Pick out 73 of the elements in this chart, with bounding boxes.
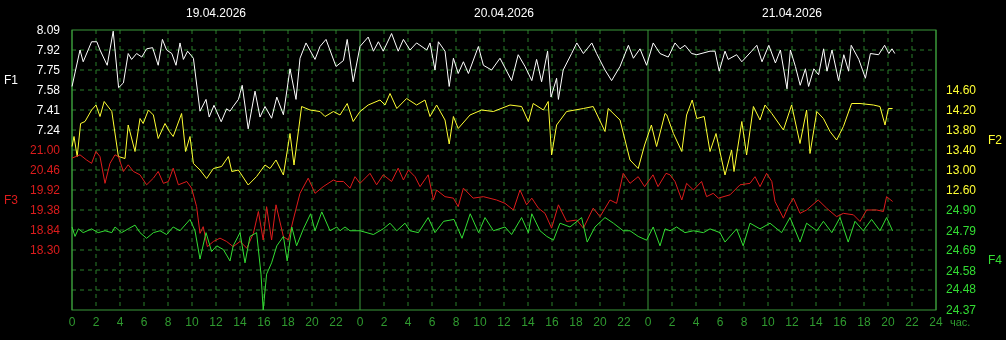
x-tick-label: 12 xyxy=(209,315,223,329)
y-tick-label: 19.38 xyxy=(29,203,61,218)
x-tick-label: 12 xyxy=(785,315,799,329)
y-tick-label: 19.92 xyxy=(29,183,61,198)
y-tick-label: 7.75 xyxy=(36,63,61,78)
y2-tick-label: 14.60 xyxy=(946,83,977,98)
x-tick-label: 4 xyxy=(692,315,700,329)
x-tick-label: 10 xyxy=(761,315,775,329)
x-tick-label: 16 xyxy=(257,315,271,329)
line-series xyxy=(71,93,894,186)
x-tick-label: 14 xyxy=(521,315,535,329)
y2-tick-label: 24.37 xyxy=(946,303,977,318)
y-tick-label: 20.46 xyxy=(29,163,61,178)
x-tick-label: 18 xyxy=(569,315,583,329)
y-tick-label: 7.92 xyxy=(36,43,61,58)
y2-tick-label: 24.69 xyxy=(946,242,977,257)
y2-tick-label: 12.60 xyxy=(946,183,977,198)
line-series xyxy=(71,211,894,311)
x-tick-label: 14 xyxy=(809,315,823,329)
line-series xyxy=(71,150,894,249)
y2-tick-label: 24.79 xyxy=(946,223,977,238)
x-tick-label: 22 xyxy=(329,315,343,329)
y-tick-label: 7.24 xyxy=(36,123,61,138)
x-tick-label: 6 xyxy=(140,315,148,329)
y-axis-title: F1 xyxy=(4,73,19,88)
x-tick-label: 10 xyxy=(185,315,199,329)
y2-axis-title: F4 xyxy=(988,253,1003,268)
x-tick-label: 0 xyxy=(356,315,364,329)
y-tick-label: 18.84 xyxy=(29,223,61,238)
x-tick-label: 16 xyxy=(545,315,559,329)
x-tick-label: 8 xyxy=(452,315,460,329)
y2-tick-label: 14.20 xyxy=(946,103,977,118)
x-tick-label: 20 xyxy=(593,315,607,329)
x2-tick-label: 21.04.2026 xyxy=(761,6,823,20)
y2-tick-label: 24.58 xyxy=(946,263,977,278)
x-tick-label: 22 xyxy=(617,315,631,329)
x-tick-label: 4 xyxy=(116,315,124,329)
x-axis-title: час. xyxy=(950,316,971,328)
line-series xyxy=(71,30,896,130)
x-tick-label: 2 xyxy=(668,315,676,329)
x-tick-label: 20 xyxy=(881,315,895,329)
y-tick-label: 21.00 xyxy=(29,143,61,158)
x-tick-label: 18 xyxy=(857,315,871,329)
x-tick-label: 18 xyxy=(281,315,295,329)
x-tick-label: 8 xyxy=(740,315,748,329)
x-tick-label: 0 xyxy=(644,315,652,329)
x-tick-label: 16 xyxy=(833,315,847,329)
x-tick-label: 6 xyxy=(716,315,724,329)
y2-tick-label: 24.48 xyxy=(946,282,977,297)
y-tick-label: 8.09 xyxy=(36,23,61,38)
y2-tick-label: 13.40 xyxy=(946,143,977,158)
x-tick-label: 0 xyxy=(68,315,76,329)
x-tick-label: 14 xyxy=(233,315,247,329)
y-tick-label: 7.41 xyxy=(36,103,61,118)
x2-tick-label: 19.04.2026 xyxy=(185,6,247,20)
x-tick-label: 12 xyxy=(497,315,511,329)
x-tick-label: 10 xyxy=(473,315,487,329)
x-tick-label: 6 xyxy=(428,315,436,329)
y-tick-label: 7.58 xyxy=(36,83,61,98)
y-tick-label: 18.30 xyxy=(29,243,61,258)
y2-tick-label: 13.80 xyxy=(946,123,977,138)
x-tick-label: 24 xyxy=(929,315,943,329)
x-tick-label: 20 xyxy=(305,315,319,329)
x-tick-label: 4 xyxy=(404,315,412,329)
x-tick-label: 8 xyxy=(164,315,172,329)
y2-axis-title: F2 xyxy=(988,133,1003,148)
y2-tick-label: 13.00 xyxy=(946,163,977,178)
y2-tick-label: 24.90 xyxy=(946,203,977,218)
y-axis-title: F3 xyxy=(4,193,19,208)
x-tick-label: 22 xyxy=(905,315,919,329)
x-tick-label: 2 xyxy=(92,315,100,329)
x2-tick-label: 20.04.2026 xyxy=(473,6,535,20)
x-tick-label: 2 xyxy=(380,315,388,329)
